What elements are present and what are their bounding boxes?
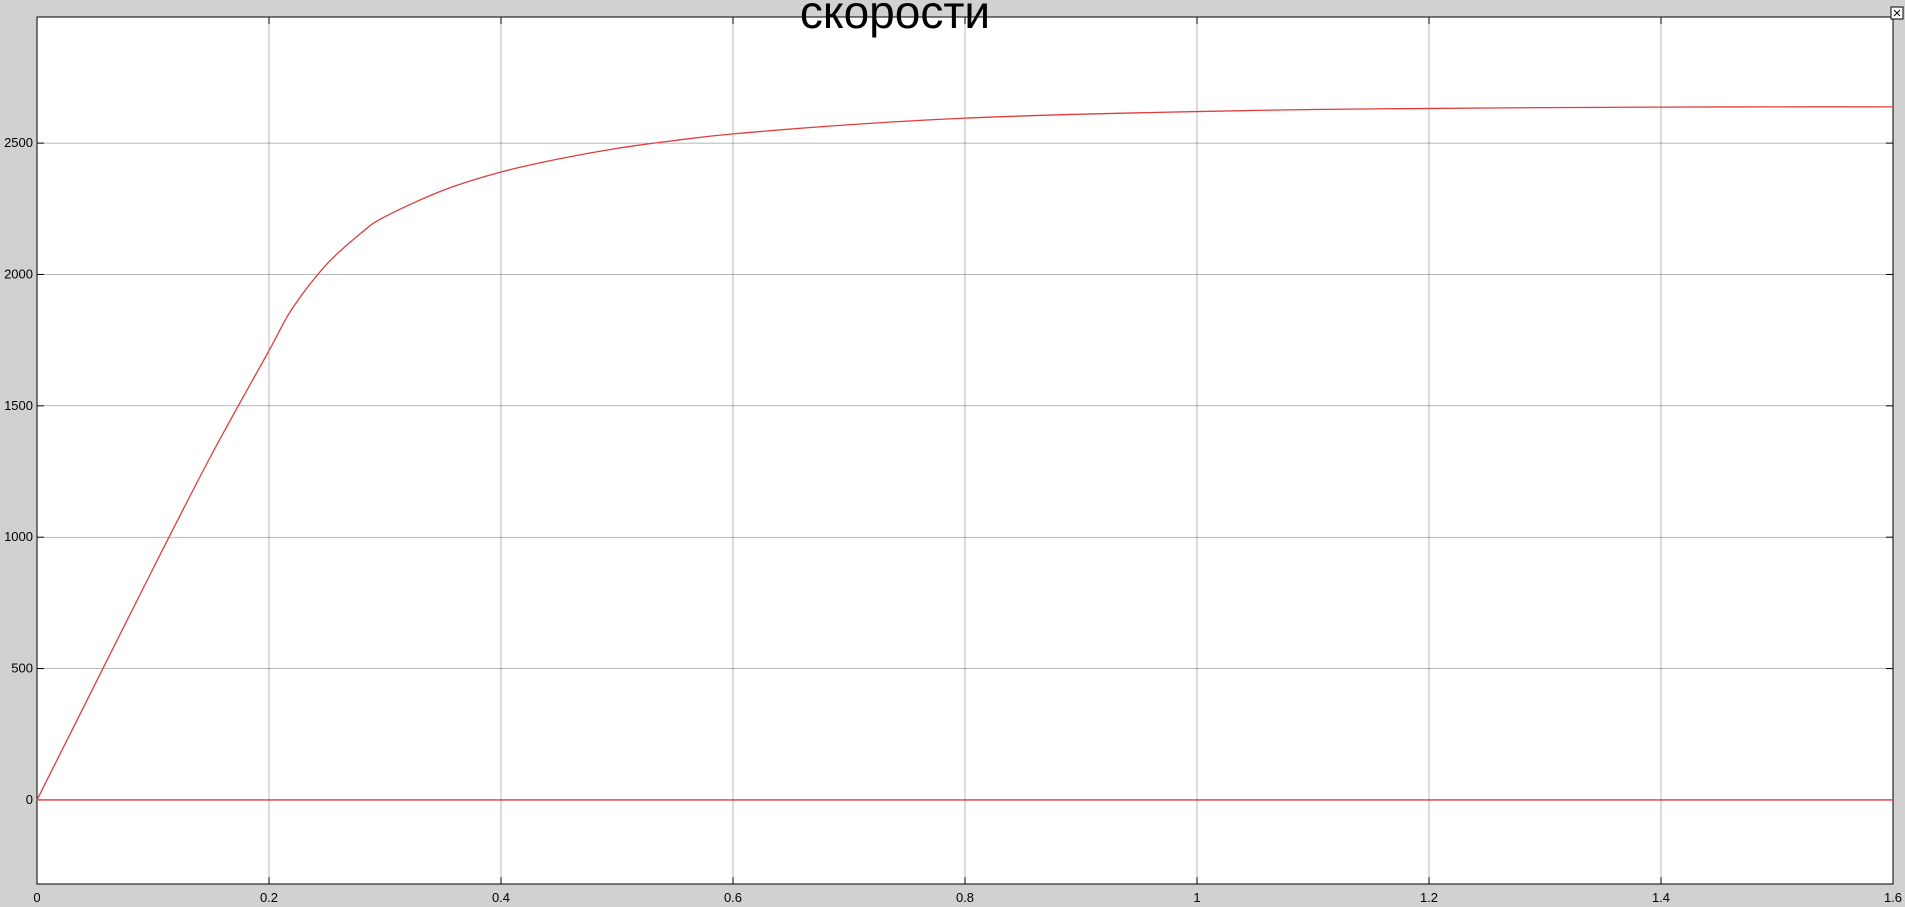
series-line-1 — [36, 106, 1894, 801]
y-tick-label: 1500 — [4, 398, 33, 413]
chart-title: скорости — [800, 0, 990, 38]
y-axis-tick-labels: 0 500 1000 1500 2000 2500 — [4, 135, 33, 807]
resize-icon[interactable] — [1890, 6, 1904, 20]
x-tick-label: 0.2 — [260, 890, 278, 905]
y-tick-label: 0 — [26, 792, 33, 807]
x-tick-label: 1.4 — [1652, 890, 1670, 905]
y-tick-label: 2000 — [4, 266, 33, 281]
y-tick-label: 2500 — [4, 135, 33, 150]
x-tick-label: 0.8 — [956, 890, 974, 905]
x-tick-label: 0.4 — [492, 890, 510, 905]
x-tick-label: 1.6 — [1884, 890, 1902, 905]
y-tick-label: 1000 — [4, 529, 33, 544]
grid — [37, 17, 1893, 884]
y-tick-label: 500 — [11, 661, 33, 676]
x-axis-tick-labels: 0 0.2 0.4 0.6 0.8 1 1.2 1.4 1.6 — [33, 890, 1902, 905]
x-tick-label: 1 — [1193, 890, 1200, 905]
x-tick-label: 0 — [33, 890, 40, 905]
series-group — [36, 106, 1894, 801]
axis-ticks — [36, 17, 1894, 884]
x-tick-label: 1.2 — [1420, 890, 1438, 905]
x-tick-label: 0.6 — [724, 890, 742, 905]
